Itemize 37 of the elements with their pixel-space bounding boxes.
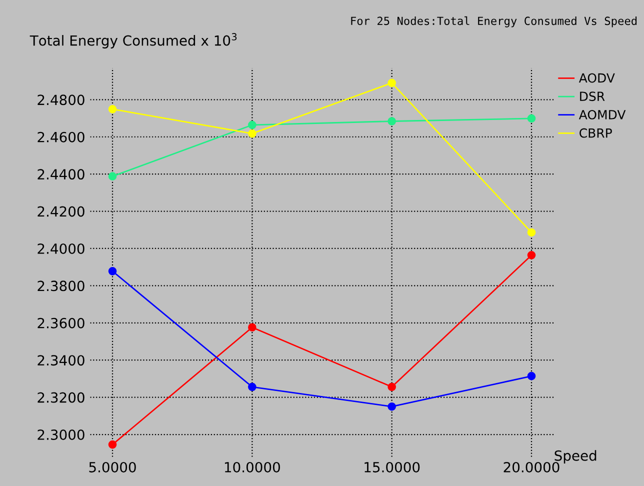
point <box>108 172 117 180</box>
point <box>108 104 117 114</box>
y-tick-label: 2.3200 <box>38 392 84 403</box>
point <box>108 267 117 276</box>
y-tick-label: 2.3000 <box>38 429 84 440</box>
x-tick-label: 20.0000 <box>504 462 560 472</box>
point <box>527 372 536 380</box>
y-tick-label: 2.3400 <box>38 355 84 366</box>
point <box>527 114 536 123</box>
point <box>388 382 396 392</box>
point <box>248 120 256 130</box>
point <box>248 323 256 332</box>
legend-label: AOMDV <box>578 110 626 120</box>
y-tick-label: 2.4200 <box>38 206 84 217</box>
x-tick-label: 10.0000 <box>224 462 280 472</box>
x-tick-label: 5.0000 <box>89 462 136 472</box>
y-tick-label: 2.4600 <box>38 132 84 142</box>
point <box>527 228 536 237</box>
point <box>108 440 117 449</box>
point <box>388 402 396 411</box>
y-tick-label: 2.3600 <box>38 318 84 328</box>
legend-label: DSR <box>580 92 605 102</box>
point <box>388 78 396 88</box>
y-tick-label: 2.4400 <box>38 169 84 180</box>
point <box>388 117 396 126</box>
legend-label: AODV <box>578 73 615 83</box>
point <box>527 251 536 260</box>
x-axis-title: Speed <box>554 450 596 464</box>
point <box>248 382 256 392</box>
y-tick-label: 2.3800 <box>38 280 84 292</box>
chart-title: For 25 Nodes:Total Energy Consumed Vs Speed <box>351 16 637 28</box>
y-tick-label: 2.4800 <box>38 94 84 106</box>
point <box>248 129 256 138</box>
y-axis-title: Total Energy Consumed x 10$^{3}$ <box>30 33 237 48</box>
y-tick-label: 2.4000 <box>38 243 84 254</box>
x-tick-label: 15.0000 <box>364 462 420 472</box>
legend-label: CBRP <box>580 128 612 138</box>
